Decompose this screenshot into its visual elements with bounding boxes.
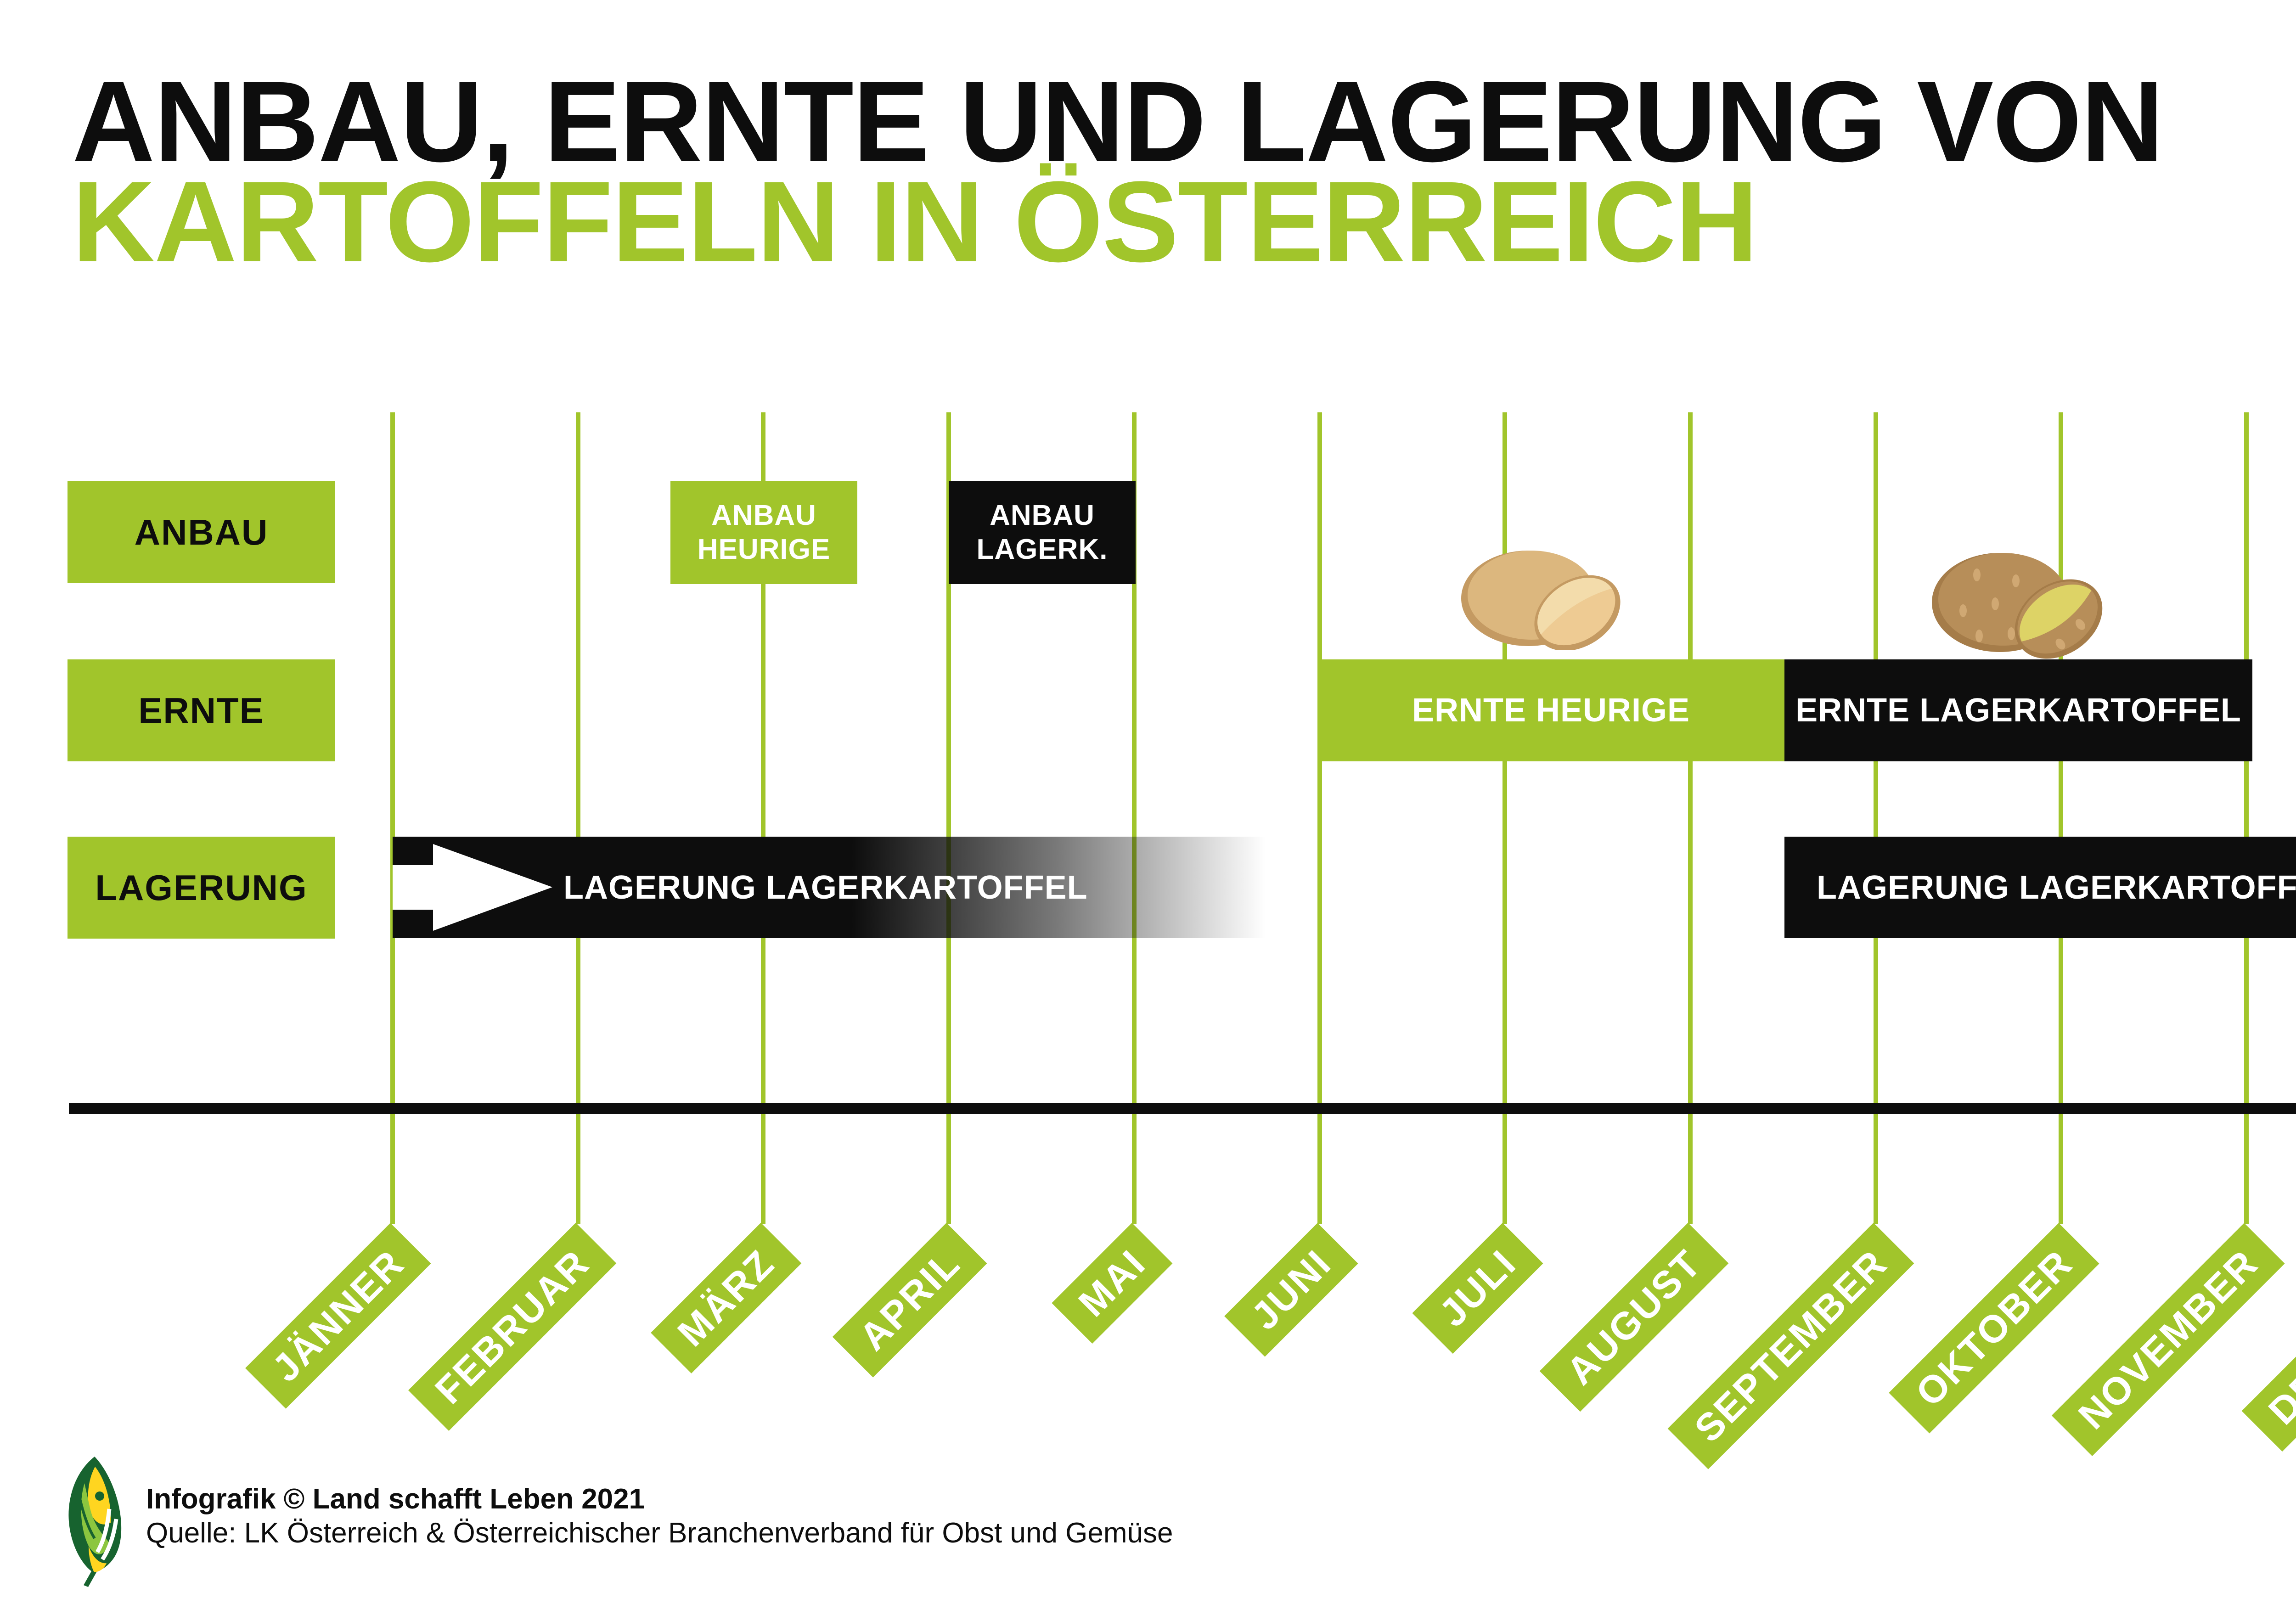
potato-lagerkartoffel-icon [1931,546,2105,659]
footer-source: Quelle: LK Österreich & Österreichischer… [146,1517,1173,1549]
bar-lagerung-spaet-label: LAGERUNG LAGERKARTOFFEL [1817,869,2296,906]
month-gridline-august [1688,412,1693,1224]
page-title-line2: KARTOFFELN IN ÖSTERREICH [72,158,1758,286]
bar-lagerung-lagerkartoffel-frueh: LAGERUNG LAGERKARTOFFEL [393,837,1293,938]
month-gridline-mai [1132,412,1137,1224]
month-tag-mai: MAI [1052,1223,1173,1344]
month-tag-februar: FEBRUAR [408,1223,617,1431]
row-label-lagerung: LAGERUNG [68,837,335,939]
potato-heurige-icon [1460,544,1626,650]
month-gridline-juli [1503,412,1507,1224]
leaf-logo [56,1455,134,1588]
bar-anbau-lagerkartoffel: ANBAU LAGERK. [949,481,1136,584]
month-tag-juni: JUNI [1224,1223,1358,1357]
month-gridline-februar [576,412,580,1224]
row-label-ernte: ERNTE [68,659,335,761]
footer-copyright: Infografik © Land schafft Leben 2021 [146,1483,645,1515]
month-tag-juli: JULI [1412,1223,1543,1354]
month-gridline-september [1874,412,1878,1224]
month-gridline-april [946,412,951,1224]
bar-ernte-lagerkartoffel: ERNTE LAGERKARTOFFEL [1784,659,2252,761]
month-tag-august: AUGUST [1540,1223,1729,1412]
bar-ernte-lagerkartoffel-label: ERNTE LAGERKARTOFFEL [1795,692,2241,729]
row-label-anbau: ANBAU [68,481,335,583]
month-tag-jaenner: JÄNNER [245,1223,431,1409]
month-gridline-jaenner [390,412,395,1224]
time-axis-line [69,1103,2296,1114]
bar-ernte-heurige: ERNTE HEURIGE [1317,659,1784,761]
footer-credits: Infografik © Land schafft Leben 2021 Que… [146,1482,1173,1550]
bar-anbau-lagerk-line2: LAGERK. [976,534,1108,565]
bar-anbau-heurige-line2: HEURIGE [697,534,831,565]
month-gridline-oktober [2059,412,2063,1224]
month-gridline-november [2244,412,2249,1224]
bar-ernte-heurige-label: ERNTE HEURIGE [1412,692,1690,729]
bar-anbau-heurige-line1: ANBAU [711,499,816,531]
month-gridline-maerz [761,412,765,1224]
bar-anbau-lagerk-line1: ANBAU [990,499,1095,531]
white-arrow-icon [393,837,558,938]
month-gridline-juni [1317,412,1322,1224]
month-tag-april: APRIL [832,1223,987,1378]
bar-anbau-heurige: ANBAU HEURIGE [670,481,857,584]
month-tag-maerz: MÄRZ [651,1223,802,1373]
bar-lagerung-frueh-label: LAGERUNG LAGERKARTOFFEL [563,869,1088,906]
bar-lagerung-lagerkartoffel-spaet: LAGERUNG LAGERKARTOFFEL [1784,837,2296,938]
page-title-line1: ANBAU, ERNTE UND LAGERUNG VON [72,57,2164,186]
